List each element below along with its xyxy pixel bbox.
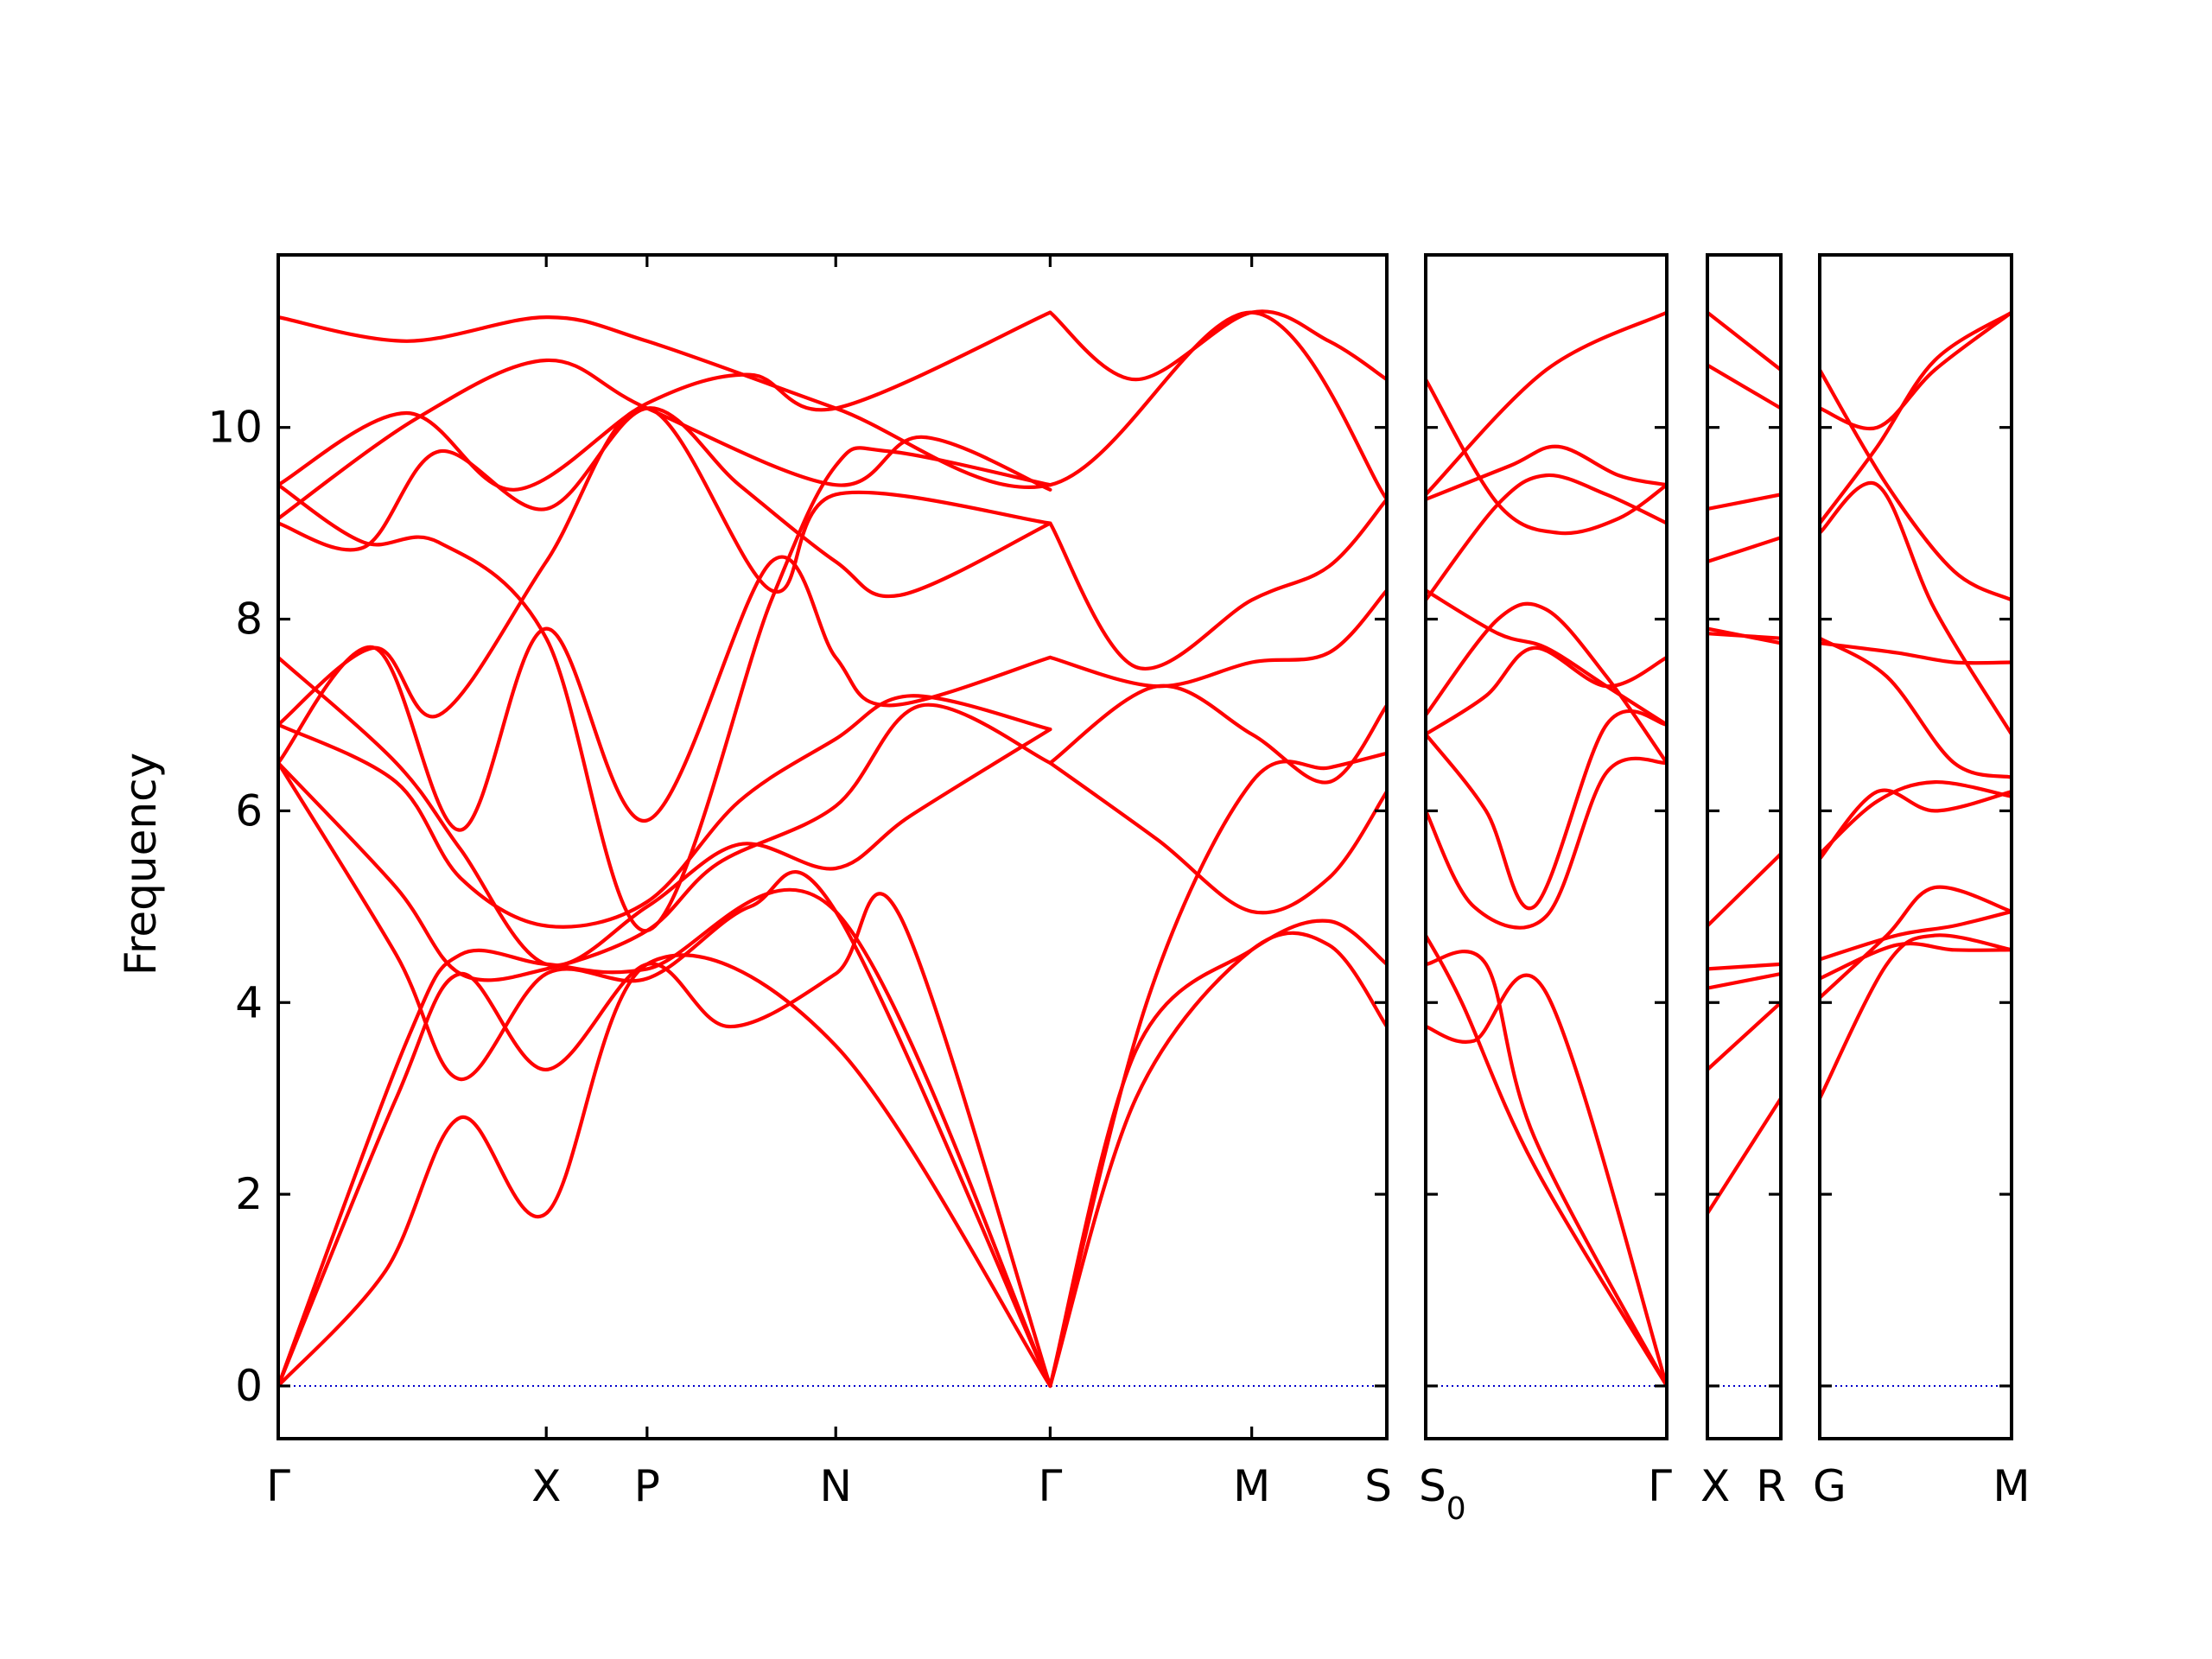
band-line bbox=[1820, 636, 2012, 779]
panel-frame bbox=[1818, 253, 2013, 1440]
x-tick-label: M bbox=[1233, 1461, 1270, 1511]
x-tick-label: X bbox=[531, 1461, 561, 1511]
band-line bbox=[278, 887, 1052, 1389]
bands-group bbox=[1426, 310, 1667, 1389]
band-line bbox=[1707, 962, 1781, 971]
band-line bbox=[1707, 1001, 1781, 1071]
band-line bbox=[1820, 885, 2012, 1000]
panel-2: S0 Γ bbox=[1419, 253, 1672, 1527]
band-line bbox=[1426, 473, 1667, 602]
band-line bbox=[1048, 760, 1387, 915]
band-line bbox=[1707, 971, 1781, 990]
band-line bbox=[1048, 683, 1387, 785]
x-tick-label: S bbox=[1364, 1461, 1392, 1511]
x-tick-label: X bbox=[1700, 1461, 1730, 1511]
y-tick-label: 4 bbox=[235, 977, 263, 1027]
band-line bbox=[1707, 536, 1781, 564]
band-line bbox=[1707, 1096, 1781, 1216]
band-line bbox=[278, 446, 1052, 933]
band-line bbox=[1820, 788, 2012, 861]
x-tick-label: M bbox=[1993, 1461, 2030, 1511]
band-line bbox=[1048, 931, 1387, 1389]
band-line bbox=[1426, 310, 1667, 497]
band-line bbox=[1820, 933, 2012, 1101]
band-line bbox=[1820, 941, 2012, 981]
x-tick-label: G bbox=[1813, 1461, 1847, 1511]
band-line bbox=[1820, 779, 2012, 856]
band-line bbox=[1707, 493, 1781, 512]
band-line bbox=[278, 760, 1052, 1389]
x-tick-label: P bbox=[634, 1461, 660, 1511]
band-line bbox=[278, 310, 1052, 492]
band-line bbox=[1048, 309, 1387, 382]
x-tick-label: Γ bbox=[1038, 1461, 1062, 1511]
band-line bbox=[278, 358, 1052, 521]
band-line bbox=[1048, 588, 1387, 689]
panel-frame bbox=[1424, 253, 1669, 1440]
band-line bbox=[1048, 751, 1387, 1389]
band-line bbox=[278, 555, 1052, 832]
band-line bbox=[1426, 756, 1667, 930]
band-line bbox=[1707, 363, 1781, 410]
band-line bbox=[278, 702, 1052, 982]
band-line bbox=[1820, 480, 2012, 736]
band-line bbox=[1426, 973, 1667, 1389]
band-line bbox=[1426, 378, 1667, 536]
band-line bbox=[1426, 950, 1667, 1389]
y-axis-label: Frequency bbox=[116, 753, 166, 976]
band-line bbox=[278, 655, 1052, 968]
panel-1: 0 2 4 6 8 10 Γ X P N Γ M S bbox=[207, 253, 1392, 1511]
band-line bbox=[1426, 645, 1667, 736]
y-tick-label: 10 bbox=[207, 403, 263, 453]
band-line bbox=[278, 694, 1052, 929]
panel-frame bbox=[1706, 253, 1783, 1440]
y-tick-label: 2 bbox=[235, 1169, 263, 1219]
band-line bbox=[278, 953, 1052, 1389]
band-line bbox=[1426, 444, 1667, 501]
y-tick-label: 8 bbox=[235, 594, 263, 645]
x-tick-label: R bbox=[1756, 1461, 1786, 1511]
band-line bbox=[1820, 909, 2012, 962]
band-line bbox=[278, 892, 1052, 1389]
band-line bbox=[278, 406, 1052, 727]
y-tick-label: 6 bbox=[235, 785, 263, 836]
band-line bbox=[1707, 632, 1781, 640]
band-line bbox=[1426, 588, 1667, 727]
band-line bbox=[1426, 933, 1667, 1389]
band-line bbox=[1707, 852, 1781, 928]
y-tick-label: 0 bbox=[235, 1361, 263, 1411]
band-line bbox=[1820, 310, 2012, 431]
panel-frame bbox=[276, 253, 1389, 1440]
bands-group bbox=[278, 309, 1387, 1389]
bands-group bbox=[1707, 310, 1781, 1216]
band-line bbox=[1048, 497, 1387, 671]
x-tick-label: Γ bbox=[1648, 1461, 1672, 1511]
bands-group bbox=[1820, 310, 2012, 1101]
x-tick-label: Γ bbox=[266, 1461, 290, 1511]
band-line bbox=[1426, 601, 1667, 765]
x-tick-label: S0 bbox=[1419, 1461, 1466, 1527]
band-line bbox=[1048, 918, 1387, 1389]
band-line bbox=[1707, 310, 1781, 372]
band-line bbox=[1820, 368, 2012, 602]
band-line bbox=[1820, 641, 2012, 665]
x-tick-label: N bbox=[820, 1461, 852, 1511]
band-line bbox=[1426, 709, 1667, 911]
